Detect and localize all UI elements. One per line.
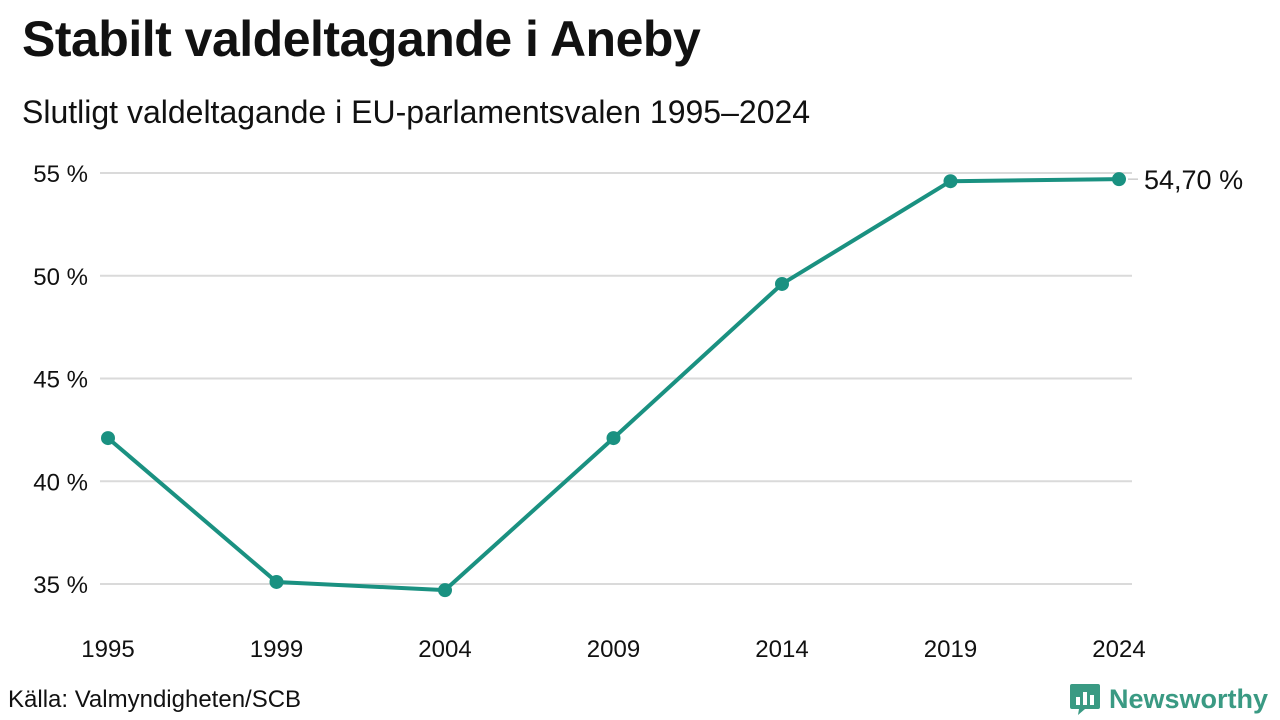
x-tick-label: 2004 bbox=[418, 636, 471, 663]
x-tick-label: 2009 bbox=[587, 636, 640, 663]
data-point bbox=[101, 431, 115, 446]
source-note: Källa: Valmyndigheten/SCB bbox=[8, 686, 302, 713]
data-point bbox=[943, 174, 958, 189]
x-tick-label: 1995 bbox=[81, 636, 134, 663]
last-value-label: 54,70 % bbox=[1144, 165, 1243, 195]
x-tick-label: 2024 bbox=[1092, 636, 1145, 663]
y-tick-label: 50 % bbox=[33, 264, 88, 291]
x-tick-label: 2014 bbox=[755, 636, 808, 663]
brand-name: Newsworthy bbox=[1108, 683, 1268, 714]
y-tick-label: 55 % bbox=[33, 161, 88, 188]
brand-logo: Newsworthy bbox=[1069, 682, 1268, 716]
y-tick-label: 45 % bbox=[33, 367, 88, 394]
data-point bbox=[775, 276, 789, 291]
y-tick-label: 40 % bbox=[33, 469, 88, 496]
chart-title: Stabilt valdeltagande i Aneby bbox=[22, 11, 701, 67]
chart-subtitle: Slutligt valdeltagande i EU-parlamentsva… bbox=[22, 94, 811, 130]
x-tick-label: 1999 bbox=[250, 636, 303, 663]
bar-chart-speech-bubble-icon bbox=[1069, 684, 1100, 715]
data-point bbox=[1112, 172, 1126, 187]
y-tick-label: 35 % bbox=[33, 572, 88, 599]
series-line bbox=[106, 177, 1121, 593]
data-point bbox=[438, 583, 452, 598]
data-point bbox=[269, 574, 284, 589]
data-point bbox=[606, 431, 621, 446]
x-tick-label: 2019 bbox=[924, 636, 977, 663]
